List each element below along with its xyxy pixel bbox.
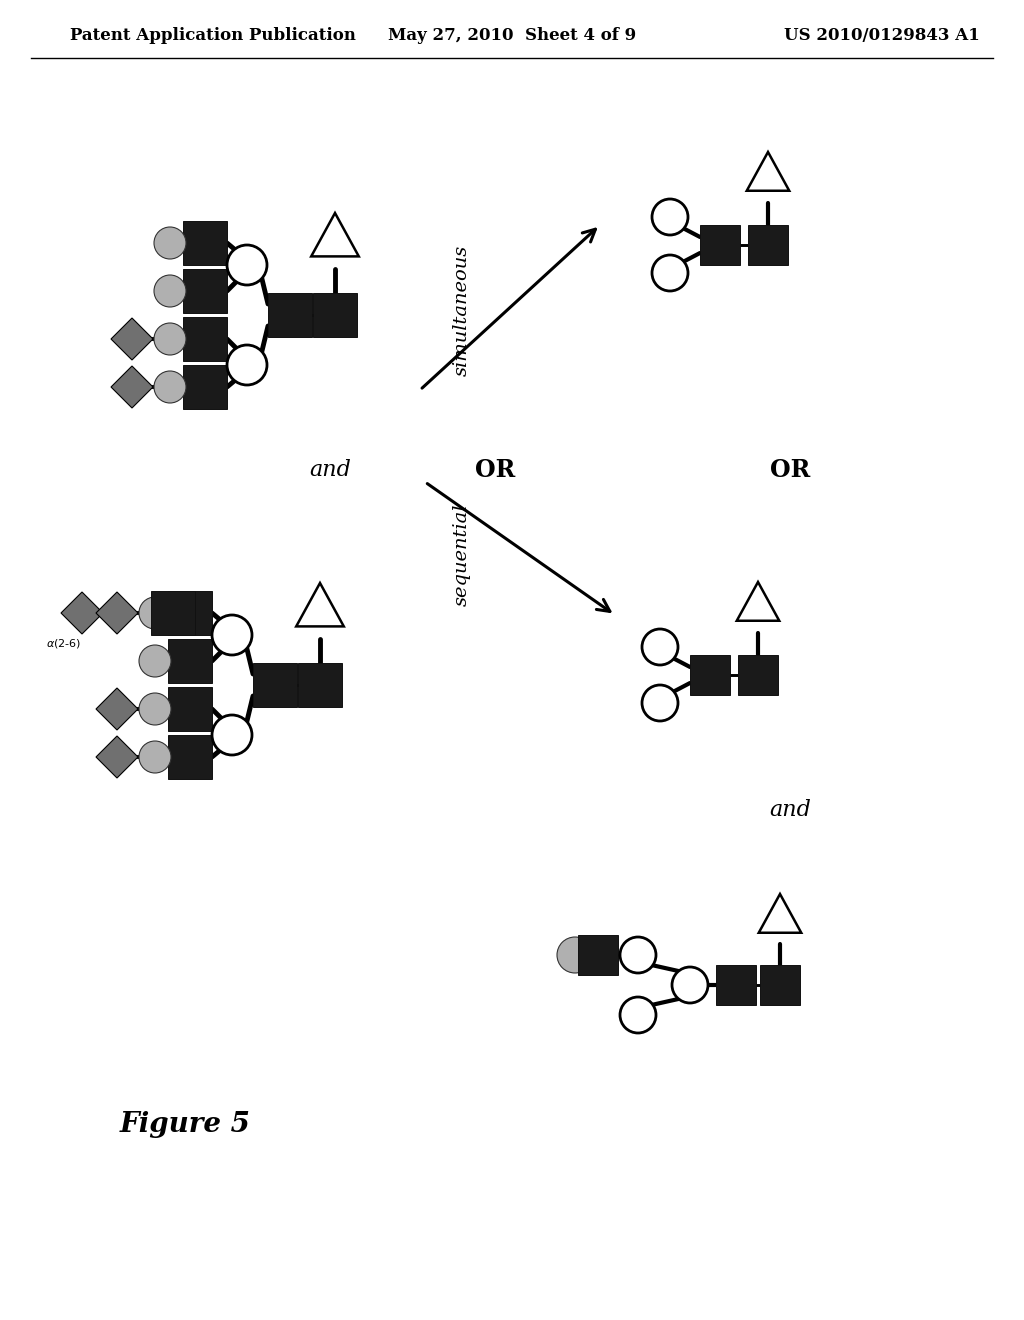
Circle shape: [212, 615, 252, 655]
Bar: [716, 965, 756, 1005]
Polygon shape: [311, 213, 358, 256]
Polygon shape: [96, 737, 138, 777]
Polygon shape: [96, 591, 138, 634]
Circle shape: [154, 227, 186, 259]
Circle shape: [620, 997, 656, 1034]
Bar: [183, 317, 227, 360]
Circle shape: [672, 968, 708, 1003]
Text: Figure 5: Figure 5: [120, 1111, 251, 1138]
Bar: [168, 735, 212, 779]
Polygon shape: [111, 366, 153, 408]
Text: $\alpha$(2-6): $\alpha$(2-6): [46, 636, 82, 649]
Text: Patent Application Publication: Patent Application Publication: [70, 26, 356, 44]
Circle shape: [557, 937, 593, 973]
Text: US 2010/0129843 A1: US 2010/0129843 A1: [784, 26, 980, 44]
Bar: [268, 293, 312, 337]
Circle shape: [154, 323, 186, 355]
Bar: [168, 639, 212, 682]
Polygon shape: [96, 688, 138, 730]
Bar: [253, 663, 297, 708]
Bar: [183, 269, 227, 313]
Bar: [183, 366, 227, 409]
Text: sequential: sequential: [453, 504, 471, 606]
Bar: [748, 224, 788, 265]
Circle shape: [620, 937, 656, 973]
Text: May 27, 2010  Sheet 4 of 9: May 27, 2010 Sheet 4 of 9: [388, 26, 636, 44]
Text: OR: OR: [475, 458, 515, 482]
Bar: [700, 224, 740, 265]
Bar: [298, 663, 342, 708]
Circle shape: [139, 741, 171, 774]
Circle shape: [139, 693, 171, 725]
Circle shape: [642, 630, 678, 665]
Circle shape: [212, 715, 252, 755]
Text: and: and: [769, 799, 811, 821]
Bar: [168, 686, 212, 731]
Circle shape: [154, 275, 186, 308]
Bar: [760, 965, 800, 1005]
Circle shape: [154, 371, 186, 403]
Circle shape: [139, 597, 171, 630]
Circle shape: [139, 645, 171, 677]
Text: OR: OR: [770, 458, 810, 482]
Bar: [313, 293, 357, 337]
Polygon shape: [759, 894, 801, 933]
Polygon shape: [746, 152, 790, 191]
Polygon shape: [61, 591, 103, 634]
Circle shape: [227, 345, 267, 385]
Circle shape: [652, 199, 688, 235]
Polygon shape: [736, 582, 779, 620]
Circle shape: [642, 685, 678, 721]
Polygon shape: [111, 318, 153, 360]
Bar: [151, 591, 195, 635]
Bar: [738, 655, 778, 696]
Bar: [690, 655, 730, 696]
Text: and: and: [309, 459, 351, 480]
Bar: [578, 935, 618, 975]
Bar: [183, 220, 227, 265]
Circle shape: [227, 246, 267, 285]
Circle shape: [652, 255, 688, 290]
Bar: [168, 591, 212, 635]
Polygon shape: [296, 583, 344, 627]
Text: simultaneous: simultaneous: [453, 244, 471, 376]
